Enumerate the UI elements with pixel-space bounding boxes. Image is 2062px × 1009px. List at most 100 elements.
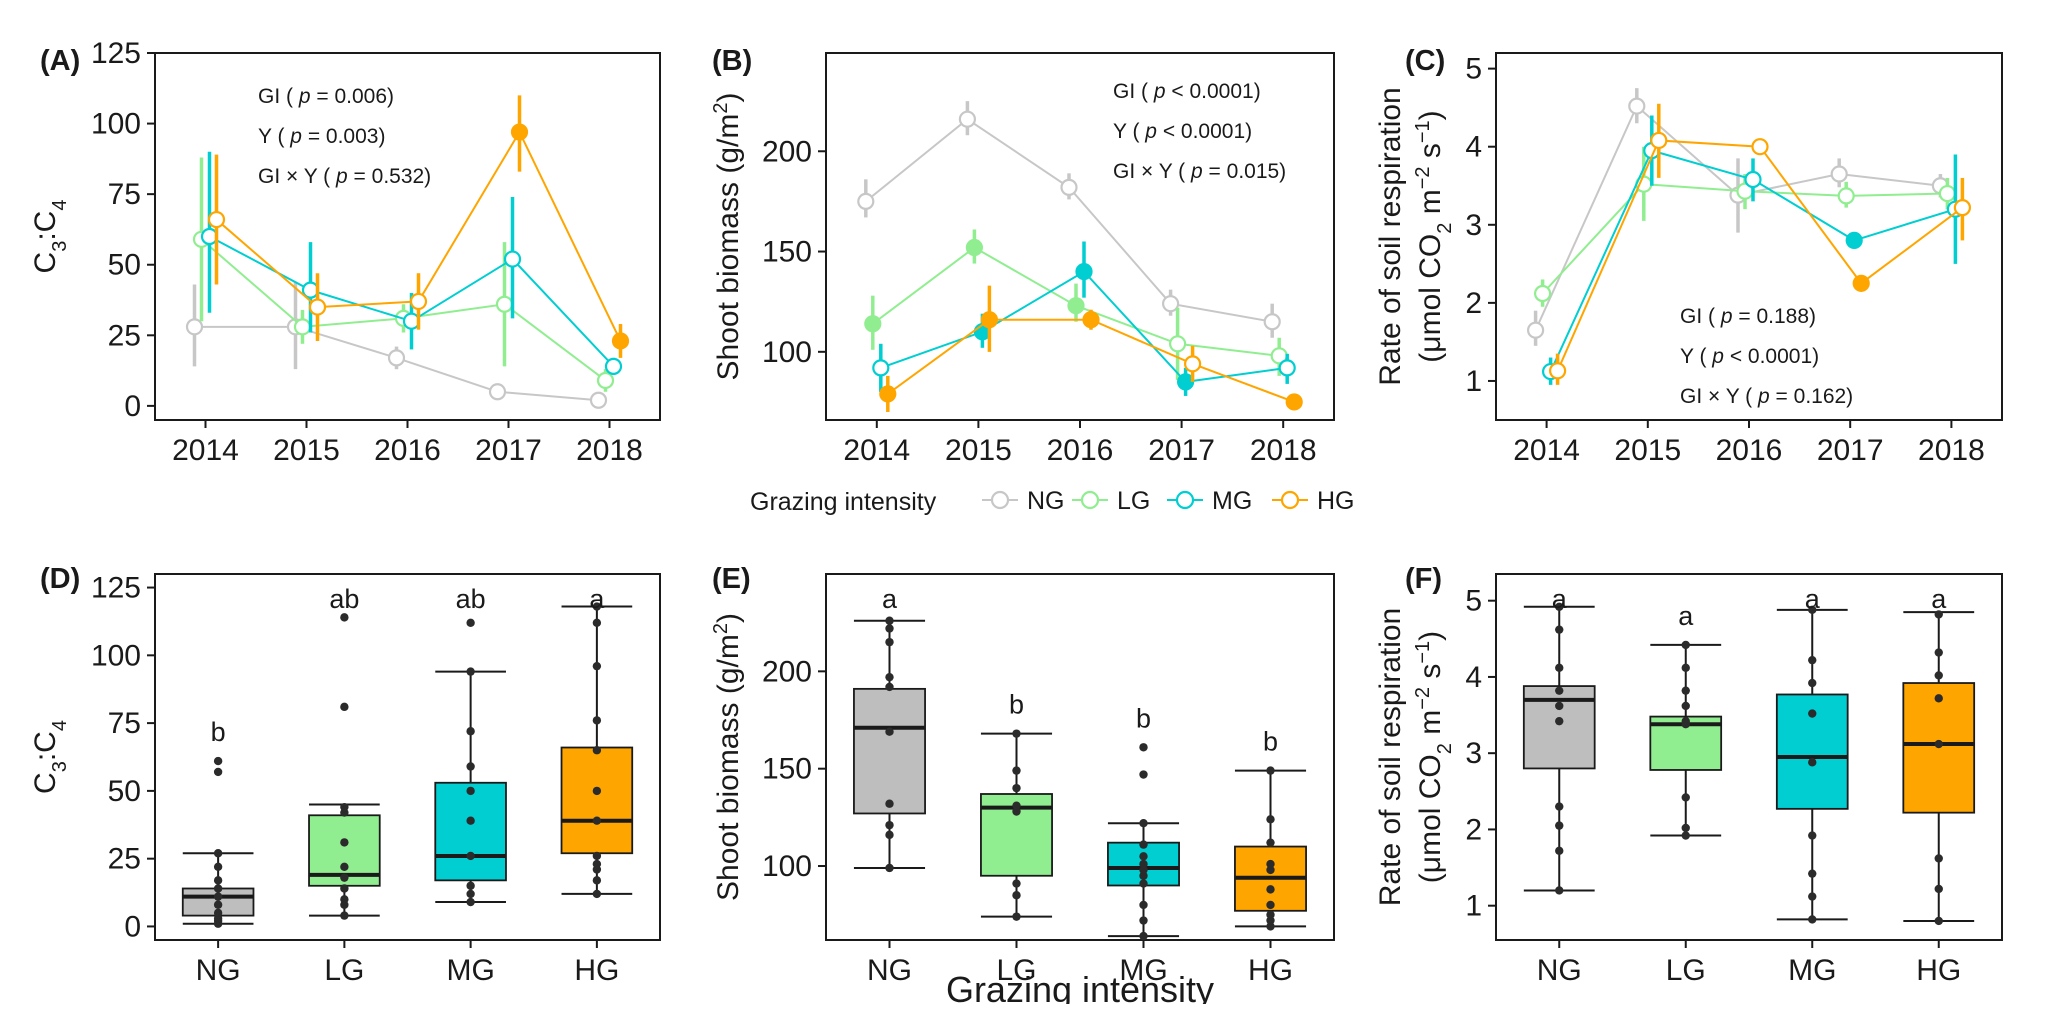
significance-letter: ab <box>329 584 359 614</box>
data-point <box>1285 393 1303 411</box>
data-point <box>1139 859 1148 869</box>
stat-line: GI ( p < 0.0001) <box>1113 80 1261 103</box>
data-point <box>1139 879 1148 888</box>
data-point <box>1938 184 1957 203</box>
legend-label: HG <box>1317 487 1355 515</box>
data-point <box>1808 892 1817 901</box>
data-point <box>1266 838 1275 847</box>
y-axis-title: C3:C4 <box>29 720 71 794</box>
y-tick-label: 0 <box>124 390 141 423</box>
y-axis-title: Shoot biomass (g/m2) <box>710 93 745 381</box>
data-point <box>213 862 223 871</box>
panel-f: (F) 1 2 3 4 5 Rate of soil respiration (μmol CO… <box>1374 563 2003 987</box>
data-point <box>340 862 349 871</box>
y-tick-label: 25 <box>108 319 141 352</box>
data-point <box>1012 783 1021 793</box>
x-tick-label: MG <box>1788 954 1836 987</box>
data-point <box>592 889 602 899</box>
data-point <box>1681 701 1690 711</box>
x-tick-label: 2017 <box>475 434 542 467</box>
box-hg <box>1234 766 1307 931</box>
data-point <box>1012 807 1021 816</box>
data-point <box>879 385 897 403</box>
data-point <box>592 876 602 885</box>
panel-label: (B) <box>712 45 752 77</box>
stat-line: Y ( p < 0.0001) <box>1680 345 1819 368</box>
significance-letter: a <box>1931 584 1947 614</box>
data-point <box>1681 823 1690 833</box>
data-point <box>1681 663 1690 672</box>
data-point <box>1012 766 1021 775</box>
data-point <box>1934 884 1943 894</box>
data-point <box>1139 871 1148 880</box>
data-point <box>1751 138 1769 156</box>
y-tick-label: 200 <box>762 135 812 168</box>
significance-letter: b <box>1263 727 1278 757</box>
stat-line: GI × Y ( p = 0.162) <box>1680 385 1853 408</box>
data-point <box>885 799 894 808</box>
x-tick-label: 2017 <box>1817 434 1884 467</box>
data-point <box>589 391 608 409</box>
x-tick-label: MG <box>1119 954 1167 987</box>
x-tick-label: NG <box>867 954 912 987</box>
x-tick-label: 2014 <box>1513 434 1580 467</box>
data-point <box>1555 701 1564 711</box>
data-point <box>466 786 475 796</box>
data-point <box>1837 187 1855 205</box>
data-point <box>495 295 514 313</box>
data-point <box>1555 886 1564 895</box>
y-tick-label: 1 <box>1465 365 1482 398</box>
data-point <box>592 859 602 869</box>
data-point <box>885 616 894 625</box>
legend-label: LG <box>1117 487 1150 515</box>
data-point <box>1934 671 1943 680</box>
data-point <box>185 318 204 336</box>
data-point <box>466 762 475 771</box>
plot-frame <box>825 573 1335 941</box>
data-point <box>965 238 984 257</box>
data-point <box>466 851 475 861</box>
box-rect <box>434 781 507 882</box>
y-tick-label: 50 <box>108 775 141 808</box>
y-tick-label: 5 <box>1465 585 1482 618</box>
data-point <box>1681 793 1690 802</box>
y-axis-title-line2: (μmol CO2 m−2 s−1) <box>1412 631 1456 883</box>
data-point <box>1555 821 1564 830</box>
series-lg <box>1533 146 1957 307</box>
panel-label: (A) <box>40 45 80 77</box>
significance-letter: a <box>1552 584 1568 614</box>
data-point <box>1161 295 1180 313</box>
data-point <box>488 383 507 401</box>
data-point <box>213 849 223 858</box>
stat-line: GI ( p = 0.188) <box>1680 305 1816 328</box>
x-tick-label: 2015 <box>273 434 340 467</box>
data-point <box>1266 922 1275 931</box>
x-tick-label: 2018 <box>576 434 643 467</box>
plot-frame <box>154 573 661 941</box>
data-point <box>1555 625 1564 634</box>
y-tick-label: 100 <box>762 850 812 883</box>
data-point <box>885 682 894 692</box>
data-point <box>1012 912 1021 921</box>
data-point <box>1555 602 1564 611</box>
data-point <box>885 637 894 647</box>
data-point <box>1555 802 1564 811</box>
data-point <box>1681 686 1690 695</box>
data-point <box>1650 131 1668 150</box>
series-line <box>865 117 1273 323</box>
data-point <box>1628 97 1646 115</box>
data-point <box>1278 359 1296 377</box>
data-point <box>1808 869 1817 878</box>
y-tick-label: 50 <box>108 249 141 282</box>
legend-label: NG <box>1027 487 1065 515</box>
data-point <box>1555 716 1564 726</box>
box-lg <box>1649 640 1723 840</box>
y-axis-title: C3:C4 <box>29 200 71 274</box>
x-tick-label: LG <box>324 954 364 987</box>
data-point <box>1266 859 1275 869</box>
data-point <box>466 889 475 899</box>
data-point <box>1548 362 1567 380</box>
data-point <box>340 873 349 882</box>
data-point <box>1681 716 1690 726</box>
data-point <box>1139 840 1148 849</box>
